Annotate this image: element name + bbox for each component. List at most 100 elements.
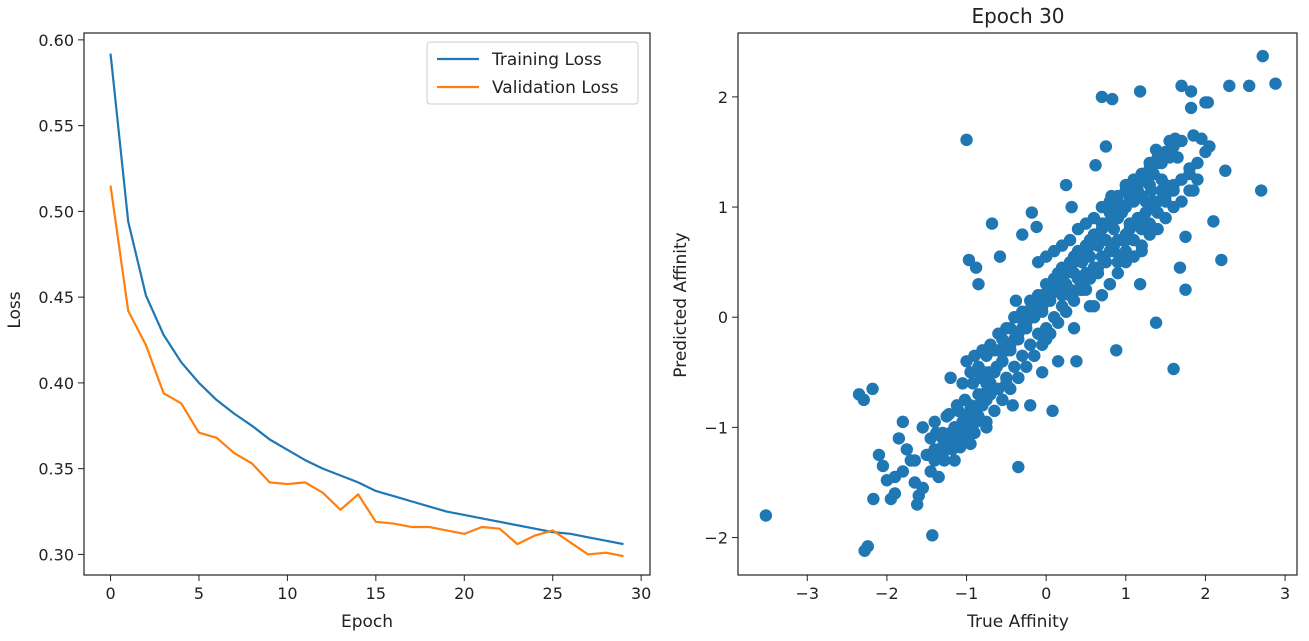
scatter-point xyxy=(1020,360,1033,373)
scatter-point xyxy=(892,432,906,445)
scatter-point xyxy=(1016,349,1029,362)
scatter-point xyxy=(980,377,993,390)
scatter-point xyxy=(976,393,989,407)
scatter-point xyxy=(1043,294,1057,307)
scatter-point xyxy=(1171,151,1184,164)
scatter-point xyxy=(1184,85,1198,98)
scatter-point xyxy=(1046,404,1059,418)
scatter-point xyxy=(1254,184,1268,197)
scatter-point xyxy=(1145,184,1158,197)
scatter-point xyxy=(1191,156,1204,170)
loss-plot: Epoch Loss 0 5 10 15 20 25 300.300.350.400.450… xyxy=(5,31,651,632)
loss-plot-ylabel: Loss xyxy=(5,291,25,328)
scatter-point xyxy=(1009,294,1023,307)
scatter-point xyxy=(940,410,953,423)
scatter-point xyxy=(1012,460,1025,474)
loss-plot-ytick-label: 0.40 xyxy=(38,374,74,393)
scatter-point xyxy=(1269,77,1282,90)
scatter-point xyxy=(1083,250,1097,263)
loss-plot-xtick-label: 10 xyxy=(277,584,297,603)
scatter-point xyxy=(977,366,991,379)
scatter-plot-xtick-label: 0 xyxy=(1041,584,1051,603)
scatter-point xyxy=(1133,85,1147,98)
scatter-point xyxy=(932,470,945,484)
scatter-point xyxy=(960,133,973,147)
scatter-point xyxy=(1167,362,1180,376)
scatter-point xyxy=(1183,184,1196,197)
scatter-plot-ytick-label: −1 xyxy=(704,418,728,437)
scatter-point xyxy=(928,415,941,429)
scatter-plot-xtick-label: 3 xyxy=(1280,584,1290,603)
scatter-point xyxy=(908,454,921,467)
scatter-point xyxy=(1219,164,1232,177)
scatter-point xyxy=(1199,96,1212,109)
scatter-point xyxy=(1103,277,1117,291)
loss-plot-xtick-label: 5 xyxy=(194,584,204,603)
scatter-point xyxy=(940,437,953,451)
loss-plot-xlabel: Epoch xyxy=(341,612,393,632)
scatter-point xyxy=(896,415,910,429)
scatter-point xyxy=(1168,132,1182,145)
validation-loss-line xyxy=(109,185,624,558)
loss-plot-ytick-label: 0.30 xyxy=(38,545,74,564)
loss-plot-ytick-label: 0.50 xyxy=(38,202,74,221)
scatter-plot-xtick-label: 1 xyxy=(1121,584,1131,603)
scatter-point xyxy=(1067,322,1081,335)
scatter-point xyxy=(876,459,890,473)
scatter-point xyxy=(928,443,941,456)
scatter-point xyxy=(1133,277,1147,291)
scatter-point xyxy=(1070,355,1083,368)
scatter-plot: Epoch 30 True Affinity Predicted Affinit… xyxy=(671,4,1298,632)
scatter-point xyxy=(924,432,937,445)
scatter-point xyxy=(993,250,1007,263)
scatter-point xyxy=(1035,305,1049,318)
scatter-point xyxy=(1063,283,1077,296)
loss-plot-ytick-label: 0.60 xyxy=(38,31,74,50)
scatter-point xyxy=(888,470,902,484)
scatter-point xyxy=(996,333,1009,346)
loss-plot-xtick-label: 20 xyxy=(454,584,474,603)
scatter-point xyxy=(1099,140,1113,153)
scatter-point xyxy=(1012,371,1025,385)
scatter-point xyxy=(1123,217,1136,230)
scatter-point xyxy=(980,415,993,429)
scatter-point xyxy=(952,432,965,445)
scatter-point xyxy=(872,448,886,462)
scatter-point xyxy=(1215,253,1228,267)
scatter-point xyxy=(1135,244,1148,258)
scatter-point xyxy=(988,344,1001,357)
scatter-point xyxy=(1175,79,1188,93)
scatter-point xyxy=(867,492,880,506)
scatter-point xyxy=(1087,211,1101,225)
scatter-point xyxy=(1004,322,1017,335)
scatter-point xyxy=(1179,283,1192,296)
scatter-point xyxy=(1191,173,1204,186)
loss-plot-ticks: 0 5 10 15 20 25 30 0.30 0.35 0.40 0.45 0.50 0.55 0.60 xyxy=(38,31,651,603)
scatter-plot-xlabel: True Affinity xyxy=(966,612,1069,632)
scatter-point xyxy=(952,404,965,418)
scatter-point xyxy=(964,399,977,412)
scatter-point xyxy=(1173,261,1187,274)
scatter-point xyxy=(1095,288,1109,302)
scatter-point xyxy=(1184,101,1198,115)
scatter-point xyxy=(1024,338,1037,351)
scatter-point xyxy=(1159,178,1172,192)
scatter-point xyxy=(1131,178,1144,192)
scatter-point xyxy=(916,481,929,495)
scatter-point xyxy=(964,437,977,451)
scatter-point xyxy=(1091,261,1105,274)
scatter-plot-frame xyxy=(737,32,1298,576)
scatter-point xyxy=(861,540,874,553)
scatter-point xyxy=(1115,250,1129,263)
scatter-point xyxy=(1179,230,1192,243)
scatter-plot-xtick-label: −3 xyxy=(795,584,819,603)
scatter-point xyxy=(1107,222,1121,236)
scatter-point xyxy=(948,454,961,467)
scatter-point xyxy=(996,393,1009,407)
scatter-point xyxy=(1135,167,1148,181)
scatter-point xyxy=(916,421,929,434)
scatter-plot-xtick-label: −1 xyxy=(955,584,979,603)
scatter-point xyxy=(1071,272,1085,285)
scatter-point xyxy=(1111,266,1125,280)
